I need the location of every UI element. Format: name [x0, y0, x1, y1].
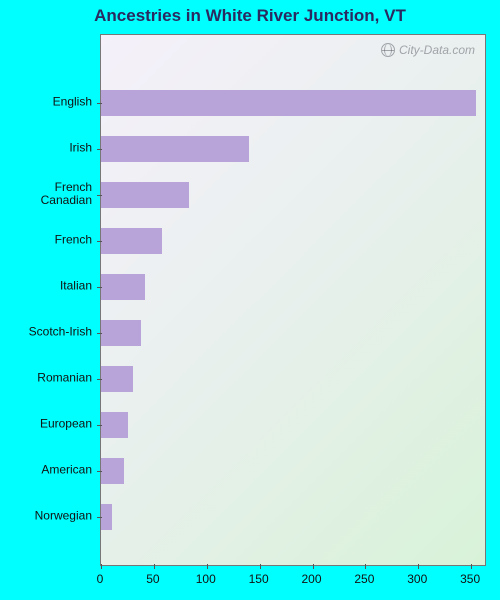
watermark: City-Data.com	[381, 43, 475, 57]
y-axis-label: American	[0, 463, 92, 476]
x-axis-label: 300	[407, 572, 427, 586]
x-tick	[313, 564, 314, 569]
x-axis-label: 0	[97, 572, 104, 586]
y-axis-label: European	[0, 417, 92, 430]
y-axis-label: French Canadian	[0, 181, 92, 207]
x-tick	[418, 564, 419, 569]
y-axis-label: French	[0, 233, 92, 246]
x-tick	[471, 564, 472, 569]
chart-title: Ancestries in White River Junction, VT	[0, 6, 500, 26]
bar	[101, 458, 124, 484]
y-tick	[97, 103, 102, 104]
y-tick	[97, 379, 102, 380]
y-tick	[97, 149, 102, 150]
bar	[101, 504, 112, 530]
bar	[101, 136, 249, 162]
x-tick	[207, 564, 208, 569]
y-axis-label: Scotch-Irish	[0, 325, 92, 338]
y-axis-label: Irish	[0, 141, 92, 154]
bar	[101, 320, 141, 346]
x-axis-label: 50	[146, 572, 159, 586]
globe-icon	[381, 43, 395, 57]
bar	[101, 228, 162, 254]
x-axis-label: 350	[460, 572, 480, 586]
chart-stage: Ancestries in White River Junction, VT C…	[0, 0, 500, 600]
y-tick	[97, 471, 102, 472]
x-axis-label: 200	[301, 572, 321, 586]
y-axis-label: English	[0, 95, 92, 108]
bar	[101, 182, 189, 208]
y-axis-label: Italian	[0, 279, 92, 292]
x-tick	[154, 564, 155, 569]
y-tick	[97, 195, 102, 196]
y-tick	[97, 333, 102, 334]
bar	[101, 90, 476, 116]
y-tick	[97, 287, 102, 288]
x-axis-label: 100	[196, 572, 216, 586]
x-tick	[101, 564, 102, 569]
x-axis-label: 250	[354, 572, 374, 586]
bar	[101, 412, 128, 438]
y-tick	[97, 425, 102, 426]
x-tick	[260, 564, 261, 569]
watermark-text: City-Data.com	[399, 43, 475, 57]
x-tick	[365, 564, 366, 569]
y-tick	[97, 517, 102, 518]
bar	[101, 366, 133, 392]
y-axis-label: Norwegian	[0, 509, 92, 522]
y-axis-label: Romanian	[0, 371, 92, 384]
x-axis-label: 150	[249, 572, 269, 586]
bar	[101, 274, 145, 300]
y-tick	[97, 241, 102, 242]
plot-area: City-Data.com	[100, 34, 486, 566]
